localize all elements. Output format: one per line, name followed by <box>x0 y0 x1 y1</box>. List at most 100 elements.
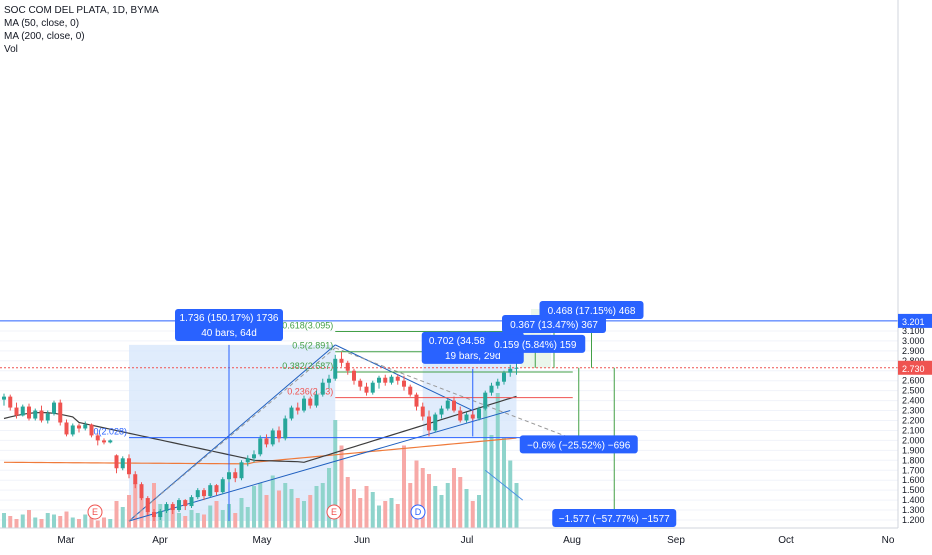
candle-body <box>170 504 175 511</box>
candle-body <box>195 490 200 498</box>
measure-text: 0.367 (13.47%) 367 <box>510 320 598 331</box>
candle-body <box>302 398 306 411</box>
volume-bar <box>214 501 219 528</box>
event-label: D <box>415 507 422 517</box>
moving-averages <box>3 395 517 465</box>
volume-bar <box>177 513 181 528</box>
candle-body <box>408 386 413 395</box>
marked-price-badge <box>898 313 932 328</box>
volume-legend[interactable]: Vol <box>4 44 18 55</box>
candle-body <box>139 484 144 499</box>
time-tick: Mar <box>57 535 75 546</box>
candle-body <box>58 402 63 423</box>
price-axis-bg <box>898 0 932 550</box>
candle-body <box>495 381 500 386</box>
volume-bar <box>320 483 325 528</box>
candle-body <box>220 479 225 493</box>
time-tick: Jul <box>461 535 474 546</box>
volume-bar <box>433 486 438 528</box>
volume-bar <box>308 495 313 528</box>
volume-bar <box>508 460 513 528</box>
volume-arrow <box>484 469 524 501</box>
volume-bar <box>289 489 294 528</box>
candle-body <box>439 408 444 415</box>
candle-body <box>289 407 294 419</box>
ma50-legend[interactable]: MA (50, close, 0) <box>4 18 80 29</box>
candle-body <box>352 370 356 381</box>
volume-bar <box>77 519 81 528</box>
measure-badge <box>552 509 677 528</box>
volume-bar <box>383 501 388 528</box>
candle-body <box>33 410 38 419</box>
volume-bar <box>327 468 331 528</box>
measure-text: 1.736 (150.17%) 1736 <box>180 313 279 324</box>
volume-bar <box>233 513 238 528</box>
price-tick: 2.900 <box>902 346 925 356</box>
volume-bar <box>14 519 19 528</box>
candle-body <box>239 462 244 479</box>
measure-badge <box>519 435 638 454</box>
price-tick: 2.600 <box>902 376 925 386</box>
candle-body <box>295 407 300 411</box>
volume-bar <box>133 483 138 528</box>
candles <box>2 351 519 521</box>
symbol-title[interactable]: SOC COM DEL PLATA, 1D, BYMA <box>4 5 159 16</box>
candle-body <box>114 455 119 469</box>
volume-bar <box>127 495 131 528</box>
volume-bar <box>333 420 338 528</box>
volume-bar <box>470 501 475 528</box>
volume-bar <box>514 483 519 528</box>
volume-bar <box>8 516 13 528</box>
measure-text: −0.6% (−25.52%) −696 <box>527 440 631 451</box>
candle-body <box>145 498 150 513</box>
volume-bar <box>264 495 269 528</box>
volume-bar <box>164 510 169 528</box>
volume-bar <box>20 514 25 528</box>
volume-bar <box>483 400 488 528</box>
event-marker <box>410 504 426 520</box>
volume-bar <box>295 498 300 528</box>
candle-body <box>52 402 56 414</box>
volume-bar <box>402 445 406 528</box>
candle-body <box>120 458 125 469</box>
candle-body <box>177 500 181 511</box>
candle-body <box>377 377 381 383</box>
volume-bar <box>389 498 394 528</box>
candle-body <box>214 485 219 493</box>
candle-body <box>245 458 250 463</box>
price-tick: 2.200 <box>902 416 925 426</box>
volume-bar <box>252 486 256 528</box>
price-tick: 1.400 <box>902 495 925 505</box>
time-axis[interactable]: Mar Apr May Jun Jul Aug Sep Oct No <box>0 527 898 550</box>
event-marker <box>326 504 342 520</box>
volume-bar <box>108 519 113 528</box>
price-tick: 2.100 <box>902 425 925 435</box>
price-tick: 1.200 <box>902 515 925 525</box>
candle-body <box>102 440 106 443</box>
price-axis[interactable]: 1.2001.3001.4001.5001.6001.7001.8001.900… <box>897 0 932 550</box>
volume-bar <box>477 495 481 528</box>
candle-body <box>489 385 494 393</box>
ma200-legend[interactable]: MA (200, close, 0) <box>4 31 85 42</box>
measure-badge <box>502 314 606 333</box>
measure-text: 40 bars, 64d <box>201 328 257 339</box>
volume-bar <box>452 468 456 528</box>
volume-bar <box>395 504 400 528</box>
ma200-line <box>3 437 517 465</box>
candle-body <box>227 472 231 480</box>
candle-body <box>395 376 400 381</box>
volume-bar <box>364 486 369 528</box>
candle-body <box>458 410 463 421</box>
fib-label: 0.382(2.687) <box>282 361 333 371</box>
volume-bar <box>152 483 156 528</box>
volume-bar <box>245 507 250 528</box>
volume-bar <box>339 445 344 528</box>
candle-body <box>164 504 169 512</box>
volume-bar <box>220 510 225 528</box>
price-tick: 2.500 <box>902 386 925 396</box>
fib-label: 0.618(3.095) <box>282 320 333 330</box>
last-price-badge <box>898 360 932 375</box>
time-tick: May <box>253 535 272 546</box>
